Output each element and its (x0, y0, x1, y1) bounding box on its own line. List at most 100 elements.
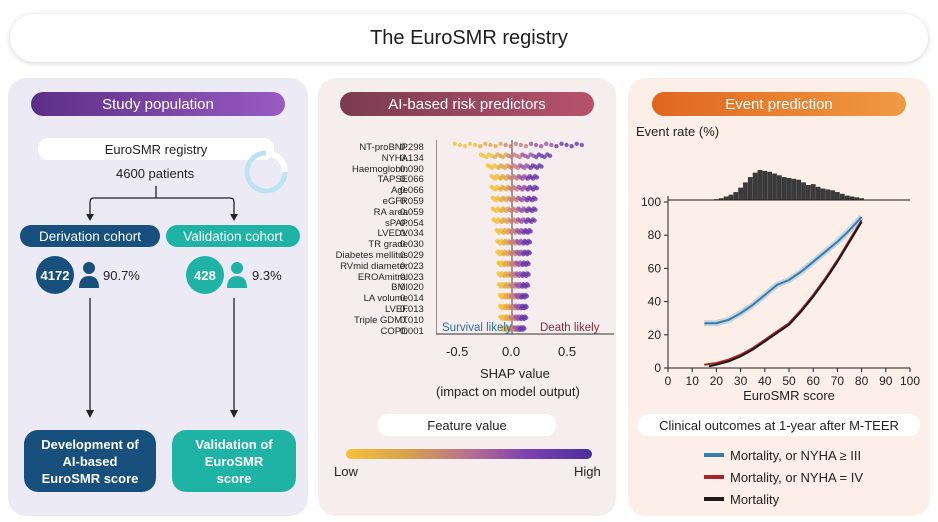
feature-value-gradient (346, 449, 592, 459)
study-population-panel: Study population EuroSMR registry 4600 p… (8, 78, 308, 516)
histogram-bar (757, 170, 763, 200)
legend-swatch (704, 475, 724, 479)
shap-dot (488, 142, 493, 148)
histogram-bar (825, 189, 831, 200)
histogram-bar (733, 192, 739, 200)
feature-name: sPAP (384, 217, 408, 229)
event-prediction-title: Event prediction (725, 95, 833, 113)
shap-dot (493, 144, 498, 149)
shap-dot (559, 141, 564, 146)
legend-label: Mortality, or NYHA = IV (730, 469, 864, 485)
feature-name: Triple GDMT (353, 314, 408, 326)
shap-dot (569, 144, 574, 149)
feature-name: EROAmitral (357, 271, 408, 283)
registry-card: EuroSMR registry (38, 138, 274, 160)
feature-importance: 0.298 (400, 142, 424, 153)
shap-dot (527, 250, 532, 256)
histogram-bar (728, 194, 734, 200)
feature-importance: 0.001 (400, 325, 424, 337)
histogram-bar (752, 172, 758, 200)
histogram-bar (815, 186, 821, 200)
feature-importance: 0.014 (400, 293, 424, 305)
feature-importance: 0.066 (400, 185, 424, 197)
page-title: The EuroSMR registry (370, 26, 568, 49)
validation-count: 428 (194, 267, 216, 283)
shap-dot (549, 142, 554, 148)
y-tick-label: 20 (648, 328, 662, 342)
shap-dot (524, 294, 530, 299)
validation-cohort-label: Validation cohort (183, 228, 283, 244)
validation-line-3: score (216, 470, 252, 486)
validation-percent: 9.3% (252, 268, 282, 283)
shap-tick-zero: 0.0 (502, 344, 521, 359)
shap-dot (533, 207, 538, 212)
event-rate-chart: 0 20 40 60 80 100 0 10 20 30 40 50 60 70 80 90 100 EuroSM… (641, 170, 920, 402)
patients-label: 4600 patients (116, 166, 195, 181)
validation-box: Validation of EuroSMR score (172, 430, 296, 492)
shap-dot (526, 272, 531, 277)
risk-predictors-header: AI-based risk predictors (340, 92, 594, 116)
shap-dot (523, 144, 529, 149)
shap-dot (478, 144, 483, 149)
histogram-bar (830, 190, 835, 200)
x-tick-label: 100 (900, 374, 920, 388)
shap-dot (467, 141, 473, 146)
histogram-bar (805, 185, 811, 200)
histogram-bar (767, 171, 773, 200)
legend-label: Mortality (730, 491, 780, 507)
validation-line-1: Validation of (195, 436, 273, 452)
person-icon (79, 262, 99, 288)
person-icon (227, 262, 247, 288)
shap-dot (462, 144, 468, 149)
x-axis-label: EuroSMR score (743, 388, 835, 402)
feature-importance: 0.134 (400, 152, 424, 164)
feature-name: NT-proBNP (359, 142, 408, 153)
survival-likely-label: Survival likely (442, 322, 512, 334)
outcomes-title-card: Clinical outcomes at 1-year after M-TEER (638, 414, 920, 436)
shap-dot (457, 142, 463, 148)
x-tick-label: 10 (686, 374, 700, 388)
histogram-bar (786, 177, 792, 200)
shap-tick-neg: -0.5 (446, 344, 469, 359)
shap-dot (554, 144, 559, 149)
shap-xlabel: SHAP value (480, 366, 550, 381)
histogram-bar (839, 193, 845, 200)
shap-dot (547, 153, 553, 158)
shap-dot (498, 141, 503, 146)
shap-dot (452, 141, 458, 146)
chart-ylabel: Event rate (%) (636, 124, 720, 139)
feature-name: TR grade (368, 239, 408, 251)
event-prediction-header: Event prediction (652, 92, 906, 116)
feature-name: Haemoglobin (352, 163, 408, 175)
x-tick-label: 40 (758, 374, 772, 388)
feature-importance: 0.066 (400, 174, 424, 186)
histogram-bar (820, 188, 826, 200)
x-tick-label: 20 (710, 374, 724, 388)
shap-tick-pos: 0.5 (558, 344, 577, 359)
legend-item: Mortality, or NYHA = IV (704, 466, 924, 488)
feature-importance: 0.010 (400, 314, 424, 326)
shap-dot (579, 142, 584, 148)
x-tick-label: 50 (782, 374, 796, 388)
progress-ring-icon (244, 150, 288, 194)
histogram-bar (796, 179, 802, 200)
feature-importance: 0.054 (400, 217, 424, 229)
histogram-bar (781, 177, 787, 200)
shap-dot (532, 218, 537, 223)
development-line-1: Development of (41, 436, 139, 452)
shap-dot (503, 142, 508, 148)
derivation-percent: 90.7% (103, 268, 140, 283)
death-likely-label: Death likely (540, 322, 600, 334)
histogram-bar (723, 196, 729, 200)
shap-dot (574, 141, 579, 146)
shap-dot (526, 261, 531, 266)
feature-importance: 0.059 (400, 196, 424, 207)
shap-dot (473, 142, 478, 148)
y-tick-label: 100 (641, 195, 661, 209)
legend-item: Mortality, or NYHA ≥ III (704, 444, 924, 466)
outcomes-title: Clinical outcomes at 1-year after M-TEER (659, 417, 899, 433)
series-band (704, 214, 864, 327)
series-line (704, 216, 863, 325)
x-tick-label: 60 (807, 374, 821, 388)
y-tick-label: 60 (648, 261, 662, 275)
